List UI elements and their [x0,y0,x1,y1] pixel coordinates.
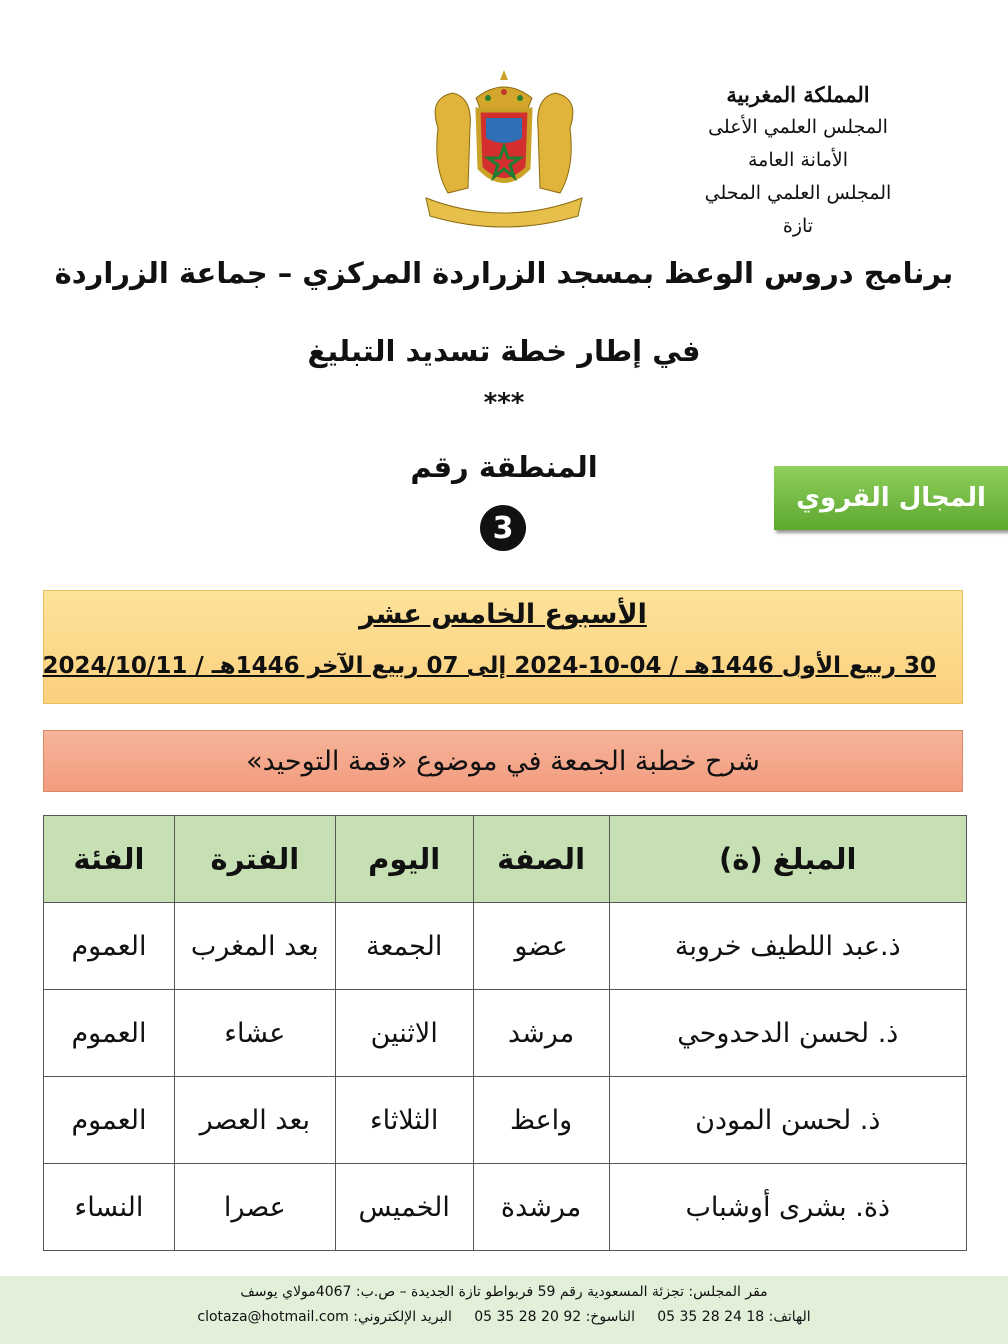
day-cell: الاثنين [334,989,474,1077]
period-cell: بعد المغرب [173,902,336,990]
column-header: اليوم [334,815,474,903]
audience-cell: العموم [43,902,175,990]
program-subtitle: في إطار خطة تسديد التبليغ [307,334,701,368]
column-header: الفترة [173,815,336,903]
header-line: المجلس العلمي المحلي [704,182,892,204]
preacher-cell: ذة. بشرى أوشباب [608,1163,968,1251]
table-row: ذة. بشرى أوشباب مرشدة الخميس عصرا النساء [43,1163,968,1251]
period-cell: بعد العصر [173,1076,336,1164]
column-header: الصفة [472,815,610,903]
preacher-cell: ذ. لحسن الدحدوحي [608,989,968,1077]
week-dates: 30 ربيع الأول 1446هـ / 04-10-2024 إلى 07… [42,653,936,679]
separator-stars: *** [483,388,525,418]
schedule-table: المبلغ (ة) الصفة اليوم الفترة الفئة ذ.عب… [43,815,968,1251]
role-cell: واعظ [472,1076,610,1164]
footer-address: مقر المجلس: تجزئة المسعودية رقم 59 فربوا… [240,1284,768,1300]
audience-cell: العموم [43,1076,175,1164]
period-cell: عصرا [173,1163,336,1251]
zone-number: 3 [480,505,526,551]
role-cell: مرشد [472,989,610,1077]
day-cell: الخميس [334,1163,474,1251]
day-cell: الجمعة [334,902,474,990]
audience-cell: العموم [43,989,175,1077]
column-header: الفئة [43,815,175,903]
footer-contact: الهاتف: 18 24 28 35 05 الناسوخ: 92 20 28… [197,1309,811,1325]
week-box: الأسبوع الخامس عشر 30 ربيع الأول 1446هـ … [43,590,963,704]
footer: مقر المجلس: تجزئة المسعودية رقم 59 فربوا… [0,1276,1008,1344]
preacher-cell: ذ. لحسن المودن [608,1076,968,1164]
table-row: ذ.عبد اللطيف خروبة عضو الجمعة بعد المغرب… [43,902,968,990]
program-title: برنامج دروس الوعظ بمسجد الزراردة المركزي… [54,256,954,290]
day-cell: الثلاثاء [334,1076,474,1164]
table-row: ذ. لحسن المودن واعظ الثلاثاء بعد العصر ا… [43,1076,968,1164]
institution-header: المملكة المغربية المجلس العلمي الأعلى ال… [688,78,908,243]
table-row: ذ. لحسن الدحدوحي مرشد الاثنين عشاء العمو… [43,989,968,1077]
rural-domain-badge: المجال القروي [774,466,1008,530]
period-cell: عشاء [173,989,336,1077]
role-cell: مرشدة [472,1163,610,1251]
header-line: المجلس العلمي الأعلى [708,116,888,138]
header-line: تازة [782,215,814,237]
topic-box: شرح خطبة الجمعة في موضوع «قمة التوحيد» [43,730,963,792]
moroccan-coat-of-arms-emblem [425,70,583,228]
role-cell: عضو [472,902,610,990]
header-line: الأمانة العامة [748,149,848,171]
audience-cell: النساء [43,1163,175,1251]
preacher-cell: ذ.عبد اللطيف خروبة [608,902,968,990]
week-title: الأسبوع الخامس عشر [359,599,647,630]
zone-label: المنطقة رقم [410,450,598,484]
table-header-row: المبلغ (ة) الصفة اليوم الفترة الفئة [43,815,968,903]
header-line: المملكة المغربية [726,82,870,107]
column-header: المبلغ (ة) [608,815,968,903]
